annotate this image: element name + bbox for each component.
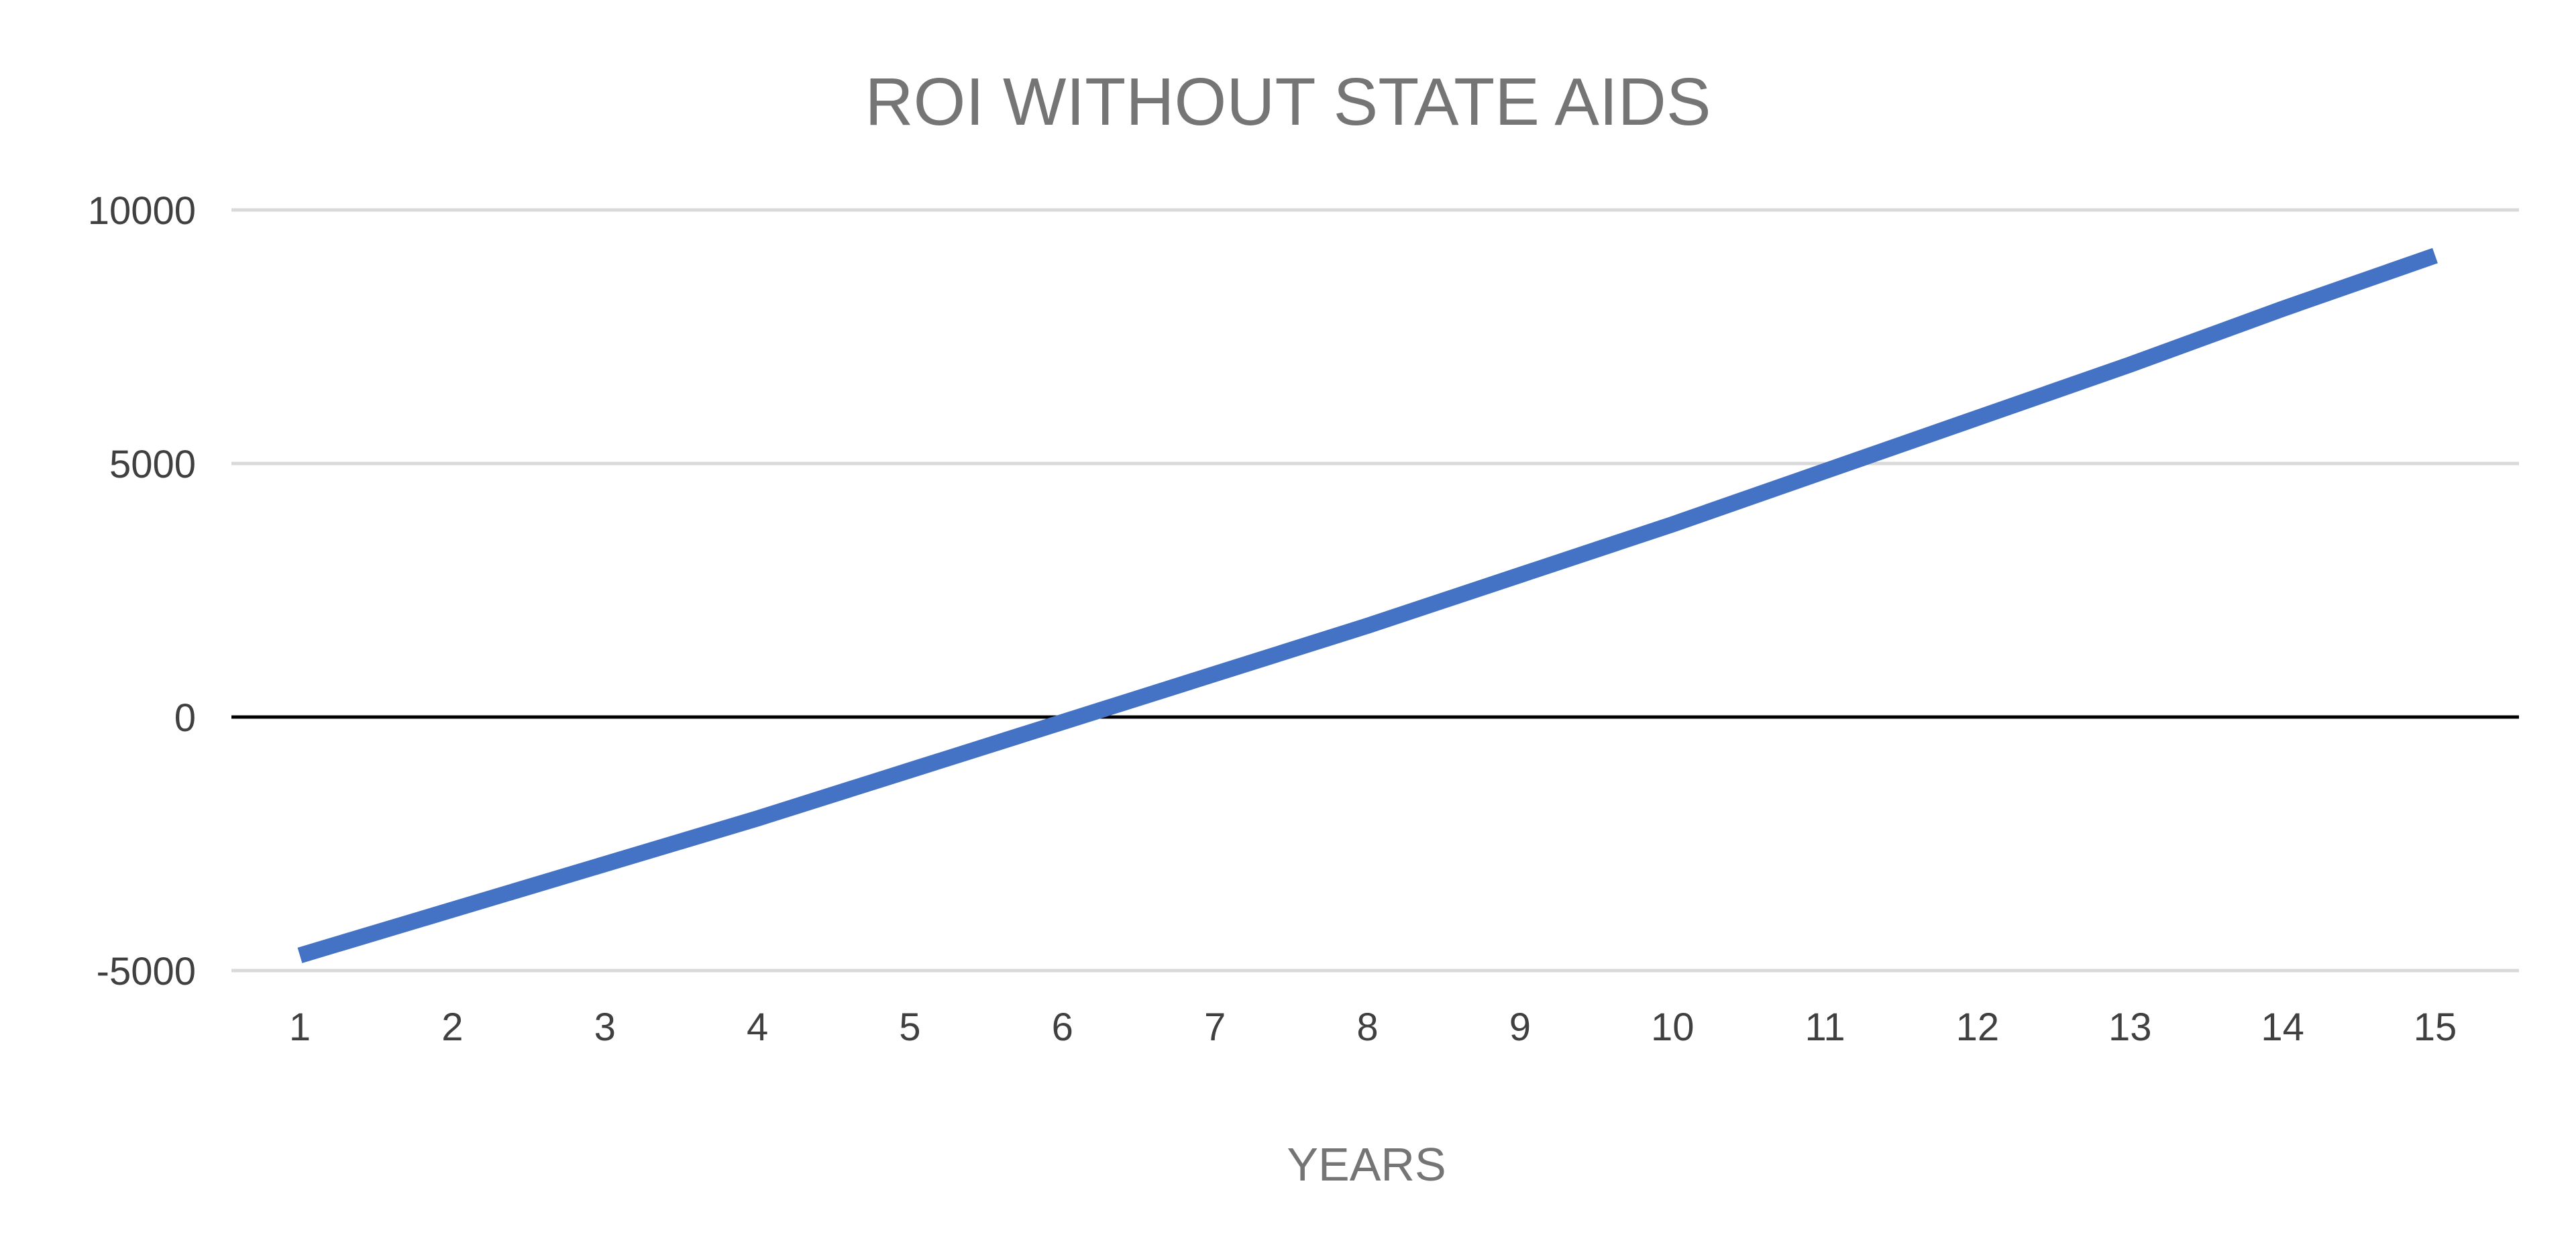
series-line xyxy=(297,248,2438,963)
y-tick-label: -5000 xyxy=(97,950,196,993)
y-tick-label: 5000 xyxy=(109,443,196,486)
x-tick-label: 15 xyxy=(2414,1005,2457,1049)
x-tick-label: 3 xyxy=(594,1005,616,1049)
x-tick-label: 12 xyxy=(1956,1005,2000,1049)
x-tick-label: 5 xyxy=(899,1005,920,1049)
x-tick-label: 11 xyxy=(1805,1005,1845,1049)
x-tick-label: 6 xyxy=(1052,1005,1073,1049)
x-tick-label: 9 xyxy=(1509,1005,1531,1049)
series-layer xyxy=(297,248,2438,963)
x-axis-tick-labels: 1 2 3 4 5 6 7 8 9 10 11 12 13 14 15 xyxy=(289,1005,2457,1049)
y-tick-label: 10000 xyxy=(88,189,196,233)
x-tick-label: 4 xyxy=(747,1005,768,1049)
x-tick-label: 14 xyxy=(2261,1005,2304,1049)
x-tick-label: 2 xyxy=(441,1005,463,1049)
gridlines xyxy=(231,208,2519,973)
x-axis-title: YEARS xyxy=(1287,1138,1446,1191)
chart-title: ROI WITHOUT STATE AIDS xyxy=(865,64,1711,140)
y-tick-label: 0 xyxy=(174,696,196,740)
x-tick-label: 1 xyxy=(289,1005,311,1049)
x-tick-label: 10 xyxy=(1651,1005,1695,1049)
y-axis-tick-labels: 10000 5000 0 -5000 xyxy=(88,189,196,993)
x-tick-label: 7 xyxy=(1204,1005,1226,1049)
x-tick-label: 13 xyxy=(2108,1005,2152,1049)
x-tick-label: 8 xyxy=(1356,1005,1378,1049)
